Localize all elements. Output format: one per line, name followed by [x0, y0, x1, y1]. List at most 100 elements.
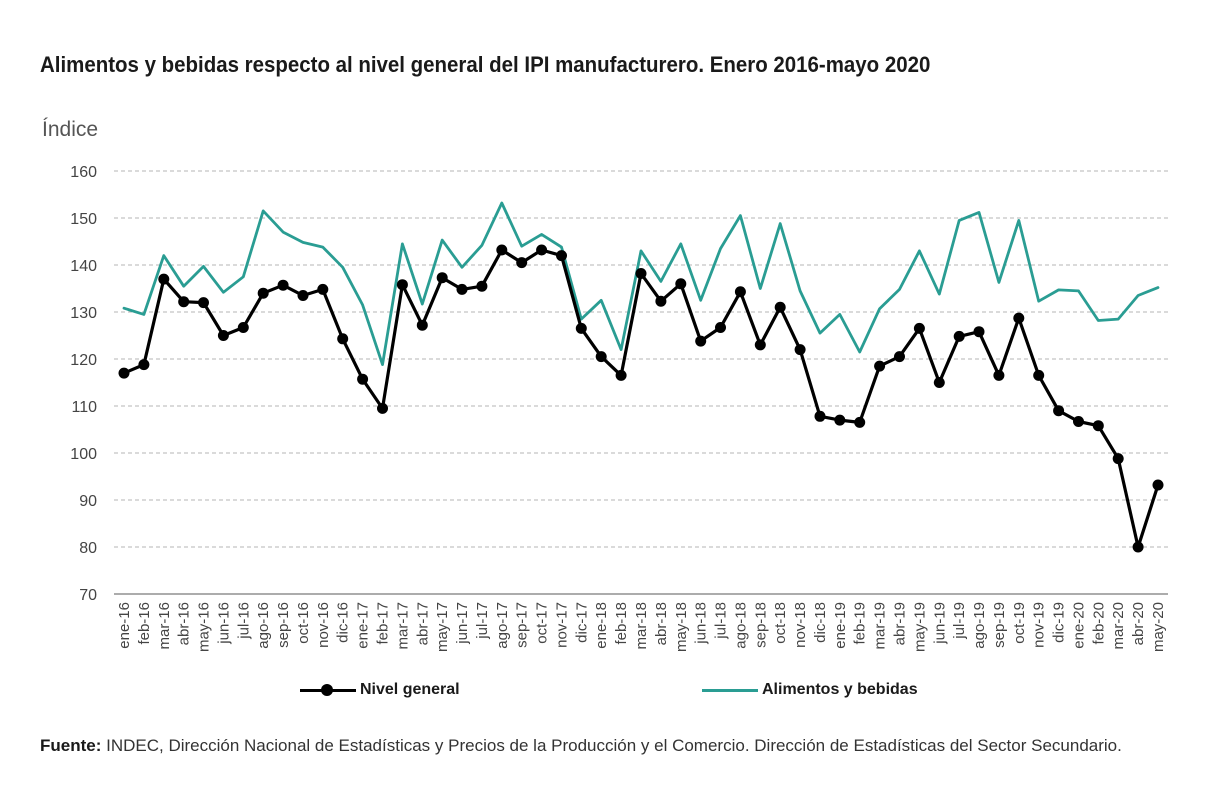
x-tick-label-ago-18: ago-18 [732, 602, 749, 649]
y-tick-label-120: 120 [70, 352, 97, 369]
data-point-nivel-general-sep-18 [754, 339, 766, 351]
y-tick-label-110: 110 [71, 399, 97, 416]
legend-item-alimentos-bebidas: Alimentos y bebidas [702, 680, 918, 700]
legend-label-nivel-general: Nivel general [360, 681, 460, 698]
legend-swatch-nivel-general [300, 680, 356, 700]
x-tick-label-ene-17: ene-17 [355, 602, 372, 649]
x-tick-label-may-17: may-17 [434, 602, 451, 652]
data-point-nivel-general-nov-16 [317, 283, 329, 295]
x-tick-label-abr-16: abr-16 [176, 602, 193, 645]
x-tick-label-abr-19: abr-19 [892, 602, 909, 645]
y-tick-label-130: 130 [70, 305, 97, 322]
x-tick-label-jul-16: jul-16 [235, 602, 252, 640]
x-tick-label-jul-18: jul-18 [713, 602, 730, 640]
data-point-nivel-general-nov-18 [794, 344, 806, 356]
data-point-nivel-general-may-20 [1152, 479, 1164, 491]
x-tick-label-sep-19: sep-19 [991, 602, 1008, 648]
data-point-nivel-general-jun-17 [456, 283, 468, 295]
x-tick-label-sep-18: sep-18 [752, 602, 769, 648]
x-tick-label-sep-16: sep-16 [275, 602, 292, 648]
x-tick-label-feb-17: feb-17 [375, 602, 392, 645]
data-point-nivel-general-abr-19 [894, 351, 905, 363]
data-point-nivel-general-jul-17 [476, 280, 488, 292]
data-point-nivel-general-jul-19 [953, 330, 965, 342]
x-tick-label-may-16: may-16 [196, 602, 213, 652]
x-tick-label-sep-17: sep-17 [514, 602, 531, 648]
x-tick-label-ago-17: ago-17 [494, 602, 511, 649]
x-tick-label-ene-18: ene-18 [593, 602, 610, 649]
series-line-alimentos-bebidas [122, 201, 1160, 367]
x-tick-label-nov-16: nov-16 [315, 602, 332, 648]
chart-title: Alimentos y bebidas respecto al nivel ge… [40, 52, 931, 77]
x-tick-label-abr-20: abr-20 [1130, 602, 1147, 645]
data-point-nivel-general-oct-16 [297, 290, 309, 301]
x-tick-label-dic-18: dic-18 [812, 602, 829, 643]
data-point-nivel-general-feb-20 [1092, 420, 1104, 432]
data-point-nivel-general-dic-17 [575, 322, 587, 334]
data-point-nivel-general-ene-16 [118, 367, 130, 379]
legend-item-nivel-general: Nivel general [300, 680, 460, 700]
y-tick-label-160: 160 [70, 164, 97, 181]
data-point-nivel-general-mar-20 [1112, 453, 1124, 465]
data-point-nivel-general-jun-16 [217, 330, 229, 341]
data-point-nivel-general-dic-16 [337, 333, 349, 345]
x-tick-label-dic-17: dic-17 [573, 602, 590, 643]
x-tick-label-ene-20: ene-20 [1070, 602, 1087, 649]
x-tick-label-ago-19: ago-19 [971, 602, 988, 649]
series-line-nivel-general [122, 248, 1160, 549]
x-tick-label-mar-20: mar-20 [1110, 602, 1127, 650]
x-tick-label-nov-17: nov-17 [553, 602, 570, 648]
data-point-nivel-general-ene-18 [595, 351, 607, 363]
source-text: INDEC, Dirección Nacional de Estadística… [101, 736, 1122, 755]
data-point-nivel-general-may-16 [198, 297, 209, 309]
data-point-nivel-general-ago-19 [973, 326, 985, 338]
data-point-nivel-general-mar-17 [396, 279, 408, 291]
data-point-nivel-general-feb-19 [854, 416, 866, 428]
x-tick-label-oct-17: oct-17 [534, 602, 551, 644]
y-tick-label-70: 70 [79, 587, 97, 604]
data-point-nivel-general-feb-18 [615, 369, 627, 381]
data-point-nivel-general-ene-19 [834, 414, 846, 426]
x-tick-label-abr-18: abr-18 [653, 602, 670, 645]
source-label: Fuente: [40, 736, 102, 755]
x-tick-label-feb-20: feb-20 [1090, 602, 1107, 645]
data-point-nivel-general-ene-17 [357, 373, 369, 385]
data-point-nivel-general-mar-18 [635, 268, 647, 279]
data-point-nivel-general-oct-19 [1013, 312, 1025, 324]
x-tick-label-dic-16: dic-16 [335, 602, 352, 643]
data-point-nivel-general-sep-19 [993, 369, 1005, 381]
x-tick-label-ene-16: ene-16 [116, 602, 133, 649]
x-tick-label-dic-19: dic-19 [1051, 602, 1068, 643]
x-tick-label-may-20: may-20 [1150, 602, 1167, 652]
data-point-nivel-general-dic-19 [1053, 405, 1065, 417]
x-tick-label-jun-19: jun-19 [931, 602, 948, 645]
x-tick-label-jul-19: jul-19 [951, 602, 968, 640]
legend-swatch-alimentos-bebidas [702, 680, 758, 700]
x-tick-label-jun-17: jun-17 [454, 602, 471, 645]
x-tick-label-feb-19: feb-19 [852, 602, 869, 645]
data-point-nivel-general-ene-20 [1073, 416, 1084, 427]
x-tick-label-oct-19: oct-19 [1011, 602, 1028, 644]
data-point-nivel-general-jun-19 [933, 377, 945, 388]
x-tick-label-feb-16: feb-16 [136, 602, 153, 645]
y-tick-label-140: 140 [70, 258, 97, 275]
x-tick-label-abr-17: abr-17 [414, 602, 431, 645]
y-tick-label-150: 150 [70, 211, 97, 228]
source-note: Fuente: INDEC, Dirección Nacional de Est… [40, 734, 1190, 758]
x-tick-label-mar-17: mar-17 [394, 602, 411, 650]
data-point-nivel-general-oct-18 [774, 301, 786, 313]
x-tick-label-nov-18: nov-18 [792, 602, 809, 648]
data-point-nivel-general-nov-17 [556, 250, 567, 262]
x-tick-label-oct-18: oct-18 [772, 602, 789, 644]
data-point-nivel-general-abr-16 [178, 296, 190, 308]
y-axis-label: Índice [42, 118, 99, 141]
x-tick-label-jun-16: jun-16 [215, 602, 232, 645]
data-point-nivel-general-abr-17 [416, 319, 428, 331]
data-point-nivel-general-abr-18 [655, 295, 667, 307]
data-point-nivel-general-jun-18 [695, 335, 707, 347]
x-tick-label-ago-16: ago-16 [255, 602, 272, 649]
data-point-nivel-general-jul-18 [715, 322, 726, 333]
x-tick-label-nov-19: nov-19 [1031, 602, 1048, 648]
data-point-nivel-general-mar-16 [158, 273, 170, 285]
